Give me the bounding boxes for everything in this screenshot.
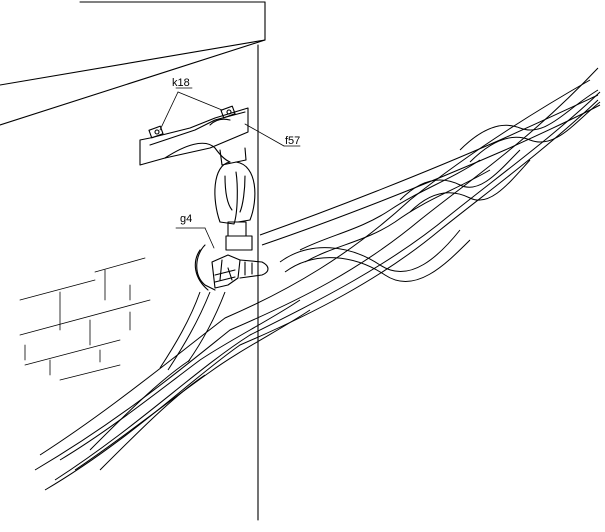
- roof-eave-upper: [0, 39, 266, 86]
- roof-eave-lower: [0, 39, 266, 126]
- callouts: k18 f57 g4: [172, 77, 301, 249]
- callout-k18: k18: [172, 77, 190, 89]
- bolt-left: [148, 125, 164, 139]
- bolts: [148, 91, 236, 139]
- twisted-cable-bundle: [34, 67, 601, 491]
- leader-k18-left: [159, 91, 179, 131]
- callout-g4: g4: [180, 213, 192, 225]
- hook-shackle: [214, 161, 256, 251]
- bolt-right: [220, 105, 236, 119]
- suspension-clamp: [194, 244, 269, 291]
- leader-g4: [204, 227, 215, 249]
- leader-k18-right: [177, 91, 223, 111]
- brick-pattern: [19, 257, 151, 381]
- wall: [0, 1, 266, 521]
- callout-f57: f57: [285, 135, 300, 147]
- leader-f57: [244, 123, 285, 147]
